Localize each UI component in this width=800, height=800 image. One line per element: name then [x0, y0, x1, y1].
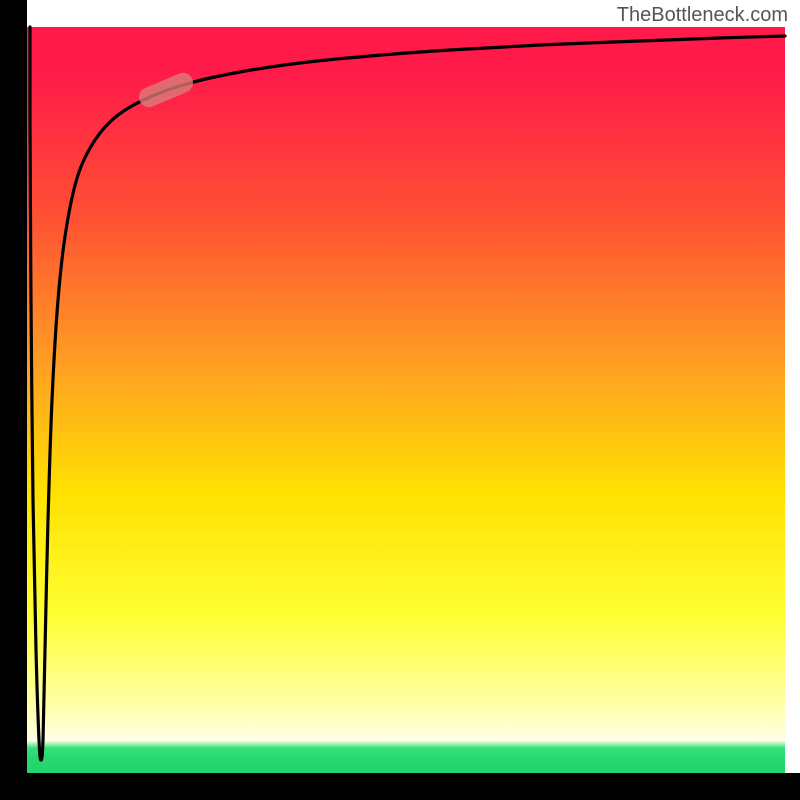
x-axis [0, 773, 800, 800]
y-axis [0, 0, 27, 800]
watermark-text: TheBottleneck.com [617, 4, 788, 27]
bottleneck-chart [0, 0, 800, 800]
plot-gradient-area [27, 27, 785, 782]
chart-svg [0, 0, 800, 800]
